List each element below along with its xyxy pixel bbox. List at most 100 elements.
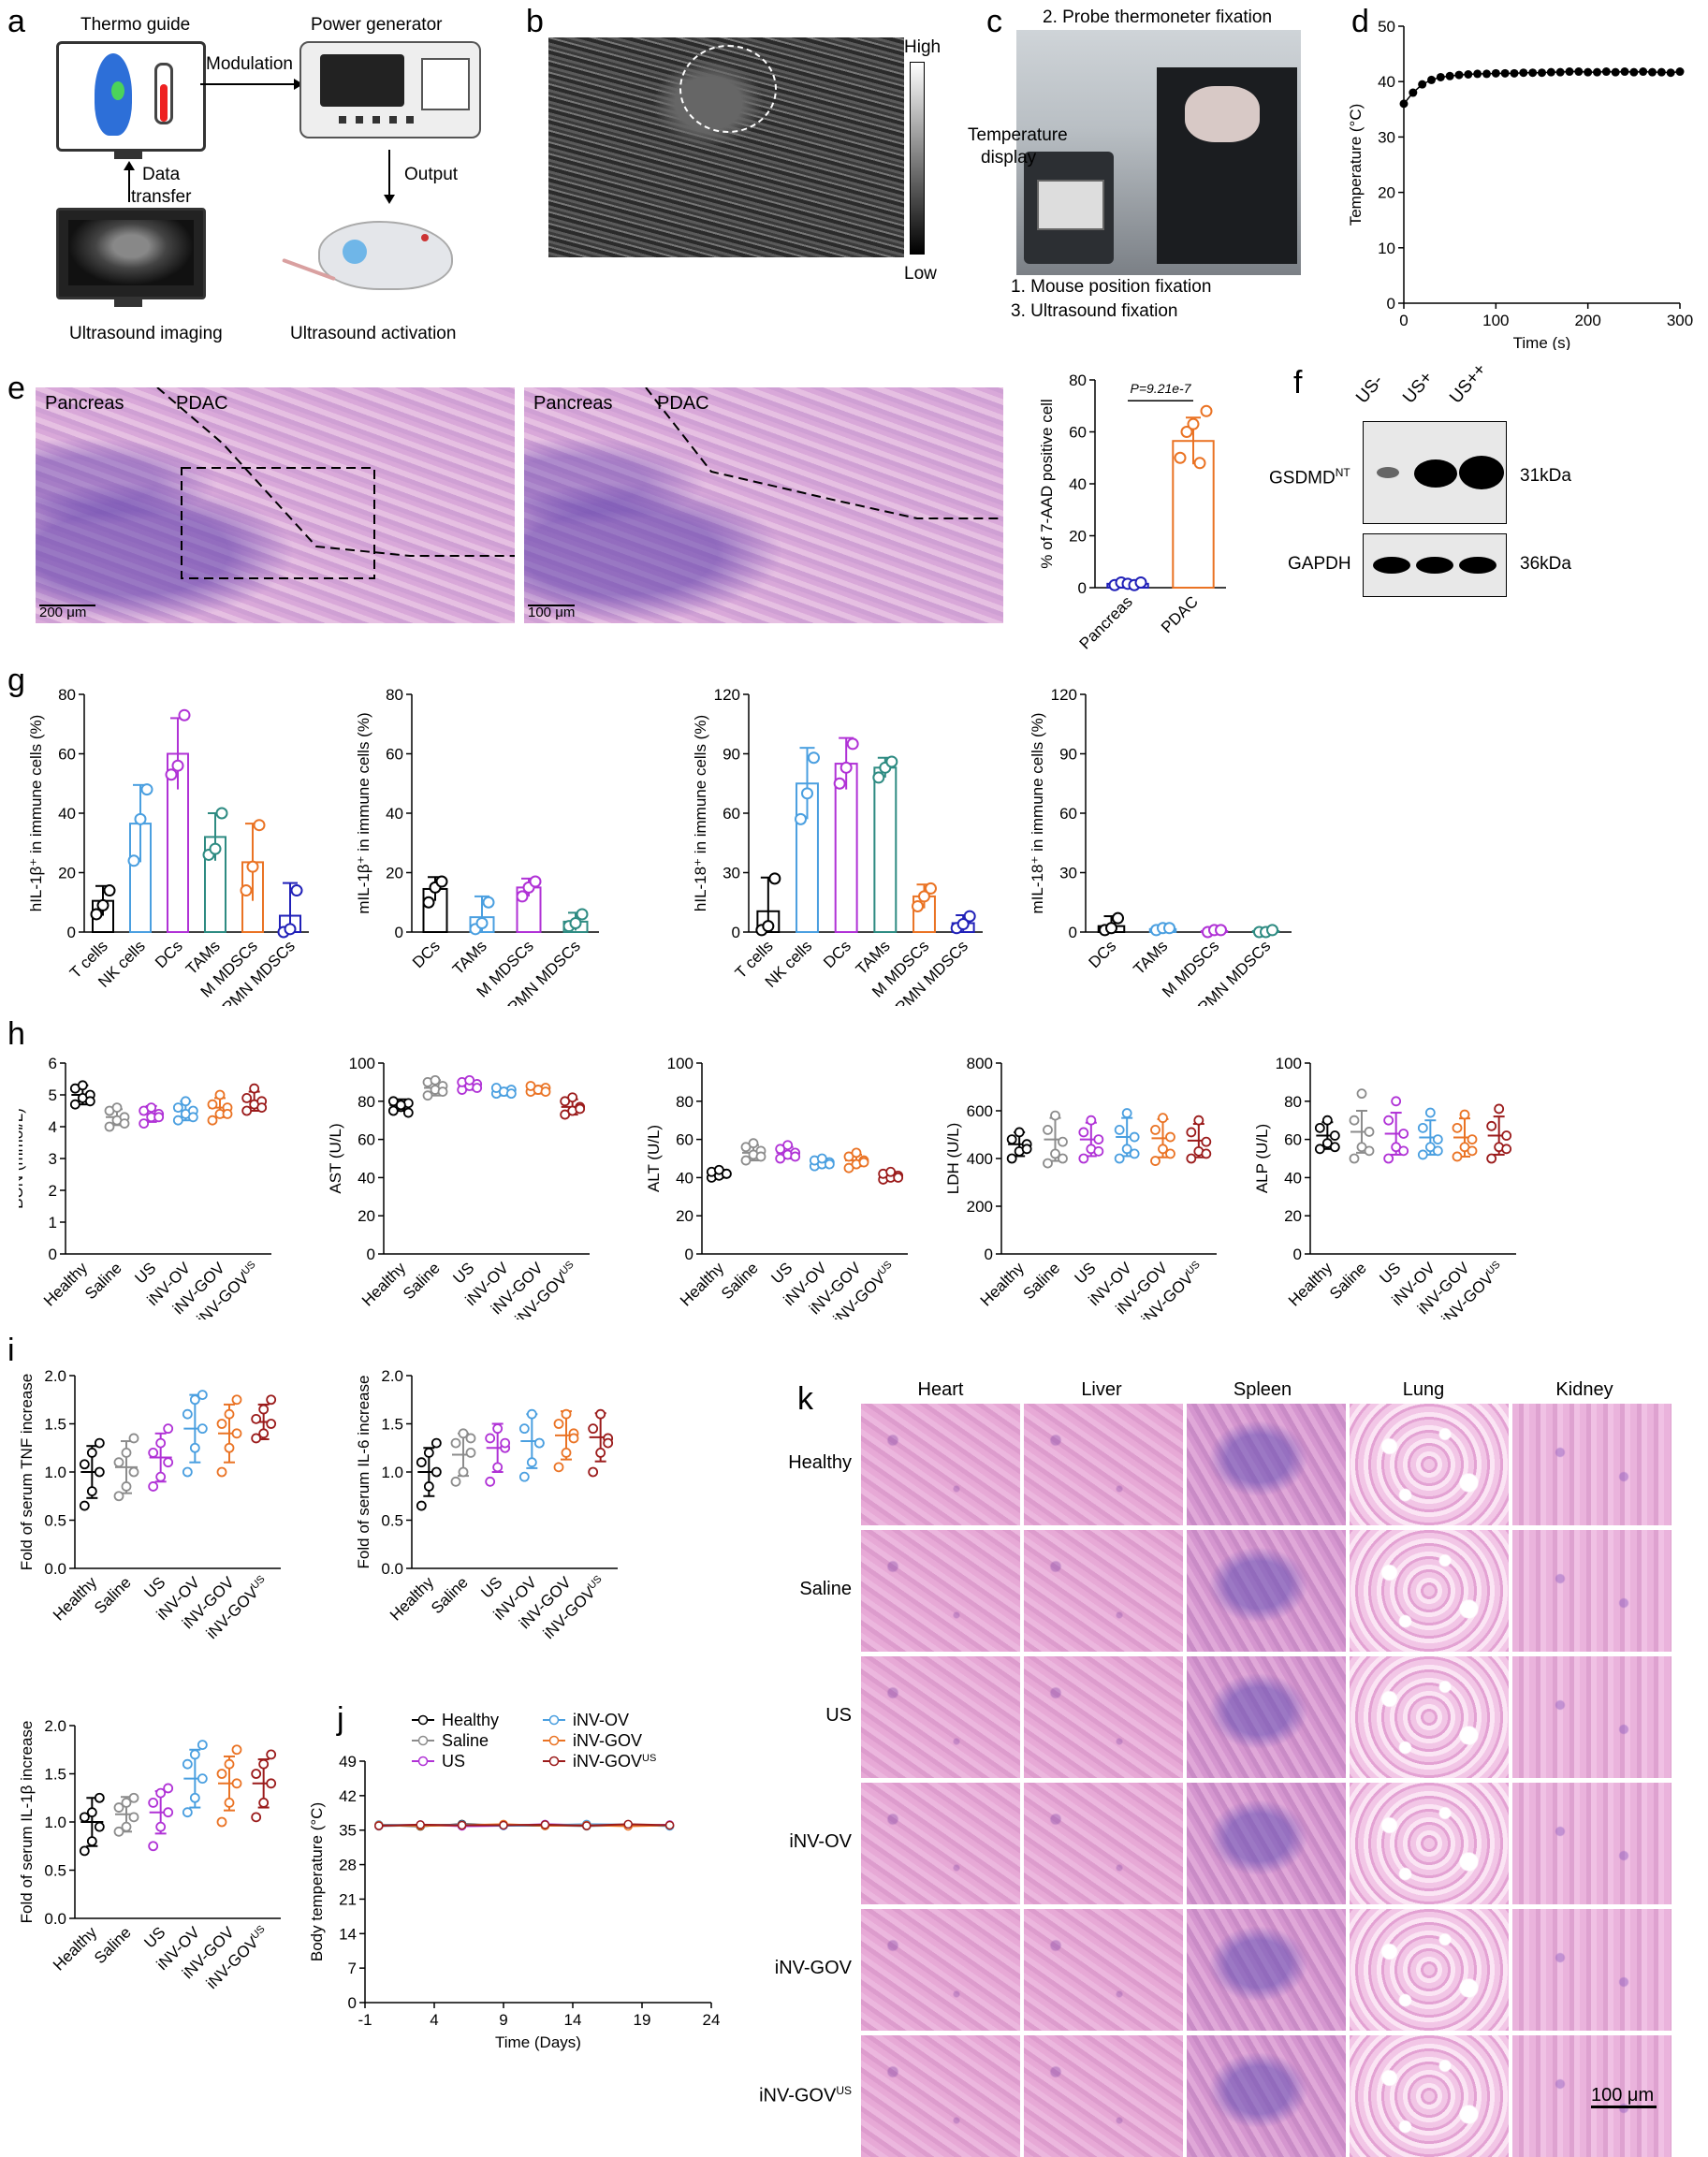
legend-label: Healthy <box>442 1711 499 1729</box>
data-point <box>422 896 435 909</box>
y-axis-label: AST (U/L) <box>328 1123 344 1193</box>
x-tick-label: PDAC <box>1158 592 1202 636</box>
data-point <box>231 1394 242 1406</box>
data-point <box>182 1408 193 1420</box>
data-point <box>113 1802 124 1813</box>
y-tick-label: 40 <box>676 1169 693 1187</box>
chart-i3: 0.0 0.5 1.0 1.5 2.0 Fold of serum IL-1β incre… <box>19 1717 281 1992</box>
x-tick-label: DCs <box>1086 937 1120 971</box>
y-tick-label: 0 <box>1078 579 1087 597</box>
data-point <box>475 916 489 929</box>
data-point <box>1201 1148 1212 1159</box>
data-point <box>450 1437 461 1449</box>
data-point <box>1648 67 1657 77</box>
y-tick-label: 50 <box>1378 18 1395 36</box>
y-tick-label: 0.0 <box>381 1560 403 1578</box>
data-point <box>1666 68 1675 78</box>
x-tick-label: Healthy <box>677 1259 728 1310</box>
data-point <box>450 1476 461 1487</box>
data-point <box>740 1155 752 1166</box>
data-point <box>851 1147 862 1159</box>
data-point <box>576 908 589 921</box>
data-point <box>1501 1130 1512 1141</box>
data-point <box>134 812 147 825</box>
data-point <box>197 1390 208 1400</box>
data-point <box>1093 1145 1104 1157</box>
data-point <box>1620 67 1629 77</box>
data-point <box>485 1476 496 1487</box>
he-tile-spleen-2 <box>1187 1656 1346 1778</box>
data-point <box>155 1471 167 1482</box>
scale-label-2: 100 μm <box>528 605 576 620</box>
data-point <box>918 890 930 903</box>
data-point <box>1538 68 1546 78</box>
data-point <box>155 1787 167 1799</box>
ultrasound-activation-label: Ultrasound activation <box>290 324 457 343</box>
panel-label-k: k <box>797 1381 813 1417</box>
data-point <box>431 1466 442 1478</box>
data-point <box>458 1428 469 1439</box>
ultrasound-imaging-label: Ultrasound imaging <box>69 324 223 343</box>
he-tile-spleen-1 <box>1187 1530 1346 1652</box>
x-tick-label: DCs <box>409 937 444 971</box>
data-point <box>893 1172 904 1183</box>
data-point <box>912 899 924 912</box>
y-tick-label: 20 <box>676 1207 693 1225</box>
data-point <box>1134 576 1147 589</box>
y-axis-label: mIL-18⁺ in immune cells (%) <box>1029 713 1046 914</box>
data-point <box>146 1102 157 1113</box>
data-point <box>128 1812 139 1823</box>
data-point <box>113 1457 124 1468</box>
data-point <box>808 751 820 765</box>
data-point <box>1383 1153 1394 1164</box>
he-tile-heart-0 <box>861 1404 1020 1525</box>
data-point <box>1501 1144 1512 1155</box>
data-point <box>664 1820 675 1830</box>
panel-label-i: i <box>7 1333 15 1368</box>
y-tick-label: 80 <box>1069 372 1087 389</box>
data-point <box>172 1102 183 1113</box>
data-point <box>1432 1145 1443 1157</box>
data-point <box>197 1740 208 1750</box>
data-point <box>816 1153 827 1164</box>
data-point <box>595 1448 606 1458</box>
y-axis-label: hIL-18⁺ in immune cells (%) <box>692 715 709 911</box>
he-tile-kidney-3 <box>1512 1783 1672 1904</box>
lane-label-1: US- <box>1352 371 1388 408</box>
data-point <box>258 1798 270 1808</box>
y-tick-label: 40 <box>58 805 76 823</box>
data-point <box>1391 1096 1402 1107</box>
y-tick-label: 20 <box>386 865 403 882</box>
modulation-label: Modulation <box>206 54 293 74</box>
kda-36-label: 36kDa <box>1520 554 1571 574</box>
pancreas-label-2: Pancreas <box>533 393 613 414</box>
data-point <box>266 1419 277 1429</box>
probe-label: 2. Probe thermoneter fixation <box>1043 7 1273 27</box>
data-point <box>465 1448 476 1458</box>
he-image-low-mag: Pancreas PDAC 200 μm <box>36 387 515 623</box>
data-point <box>197 1773 208 1785</box>
he-tile-spleen-4 <box>1187 1909 1346 2031</box>
he-tile-heart-3 <box>861 1783 1020 1904</box>
data-point <box>163 1457 174 1468</box>
data-point <box>119 1118 130 1129</box>
data-point <box>251 1413 262 1424</box>
data-point <box>1058 1136 1068 1147</box>
y-axis-label: Fold of serum IL-1β increase <box>19 1721 36 1924</box>
he-row-label: US <box>825 1705 852 1726</box>
data-point <box>121 1798 132 1808</box>
he-tile-heart-1 <box>861 1530 1020 1652</box>
data-point <box>1482 69 1491 79</box>
y-tick-label: 1.5 <box>44 1766 66 1784</box>
y-tick-label: 100 <box>349 1055 375 1072</box>
chart-g4: 0 30 60 90 120 mIL-18⁺ in immune cells (%) DCs… <box>1029 686 1292 1006</box>
data-point <box>111 1102 123 1113</box>
data-point <box>561 1448 572 1458</box>
modulation-arrow <box>200 79 303 90</box>
data-point <box>121 1821 132 1832</box>
legend-marker <box>548 1714 560 1726</box>
he-row-label: iNV-GOVUS <box>759 2084 852 2106</box>
data-point <box>505 1088 517 1100</box>
data-point <box>1050 1110 1060 1121</box>
